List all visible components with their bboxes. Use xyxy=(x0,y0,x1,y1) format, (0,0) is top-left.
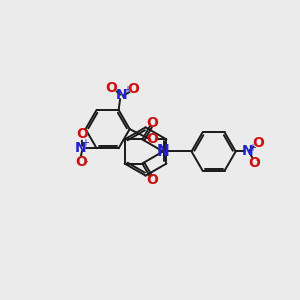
Text: -: - xyxy=(83,155,88,168)
Text: O: O xyxy=(75,155,87,170)
Text: O: O xyxy=(105,81,117,94)
Text: -: - xyxy=(255,154,260,167)
Text: O: O xyxy=(146,116,158,130)
Text: N: N xyxy=(157,144,169,159)
Text: O: O xyxy=(146,173,158,187)
Text: O: O xyxy=(76,128,88,141)
Text: O: O xyxy=(248,156,260,170)
Text: O: O xyxy=(128,82,139,96)
Text: +: + xyxy=(123,85,130,95)
Text: N: N xyxy=(75,141,87,155)
Text: N: N xyxy=(242,145,253,158)
Text: +: + xyxy=(81,138,89,148)
Text: O: O xyxy=(252,136,264,150)
Text: +: + xyxy=(248,142,256,153)
Text: N: N xyxy=(116,88,127,102)
Text: O: O xyxy=(147,132,159,146)
